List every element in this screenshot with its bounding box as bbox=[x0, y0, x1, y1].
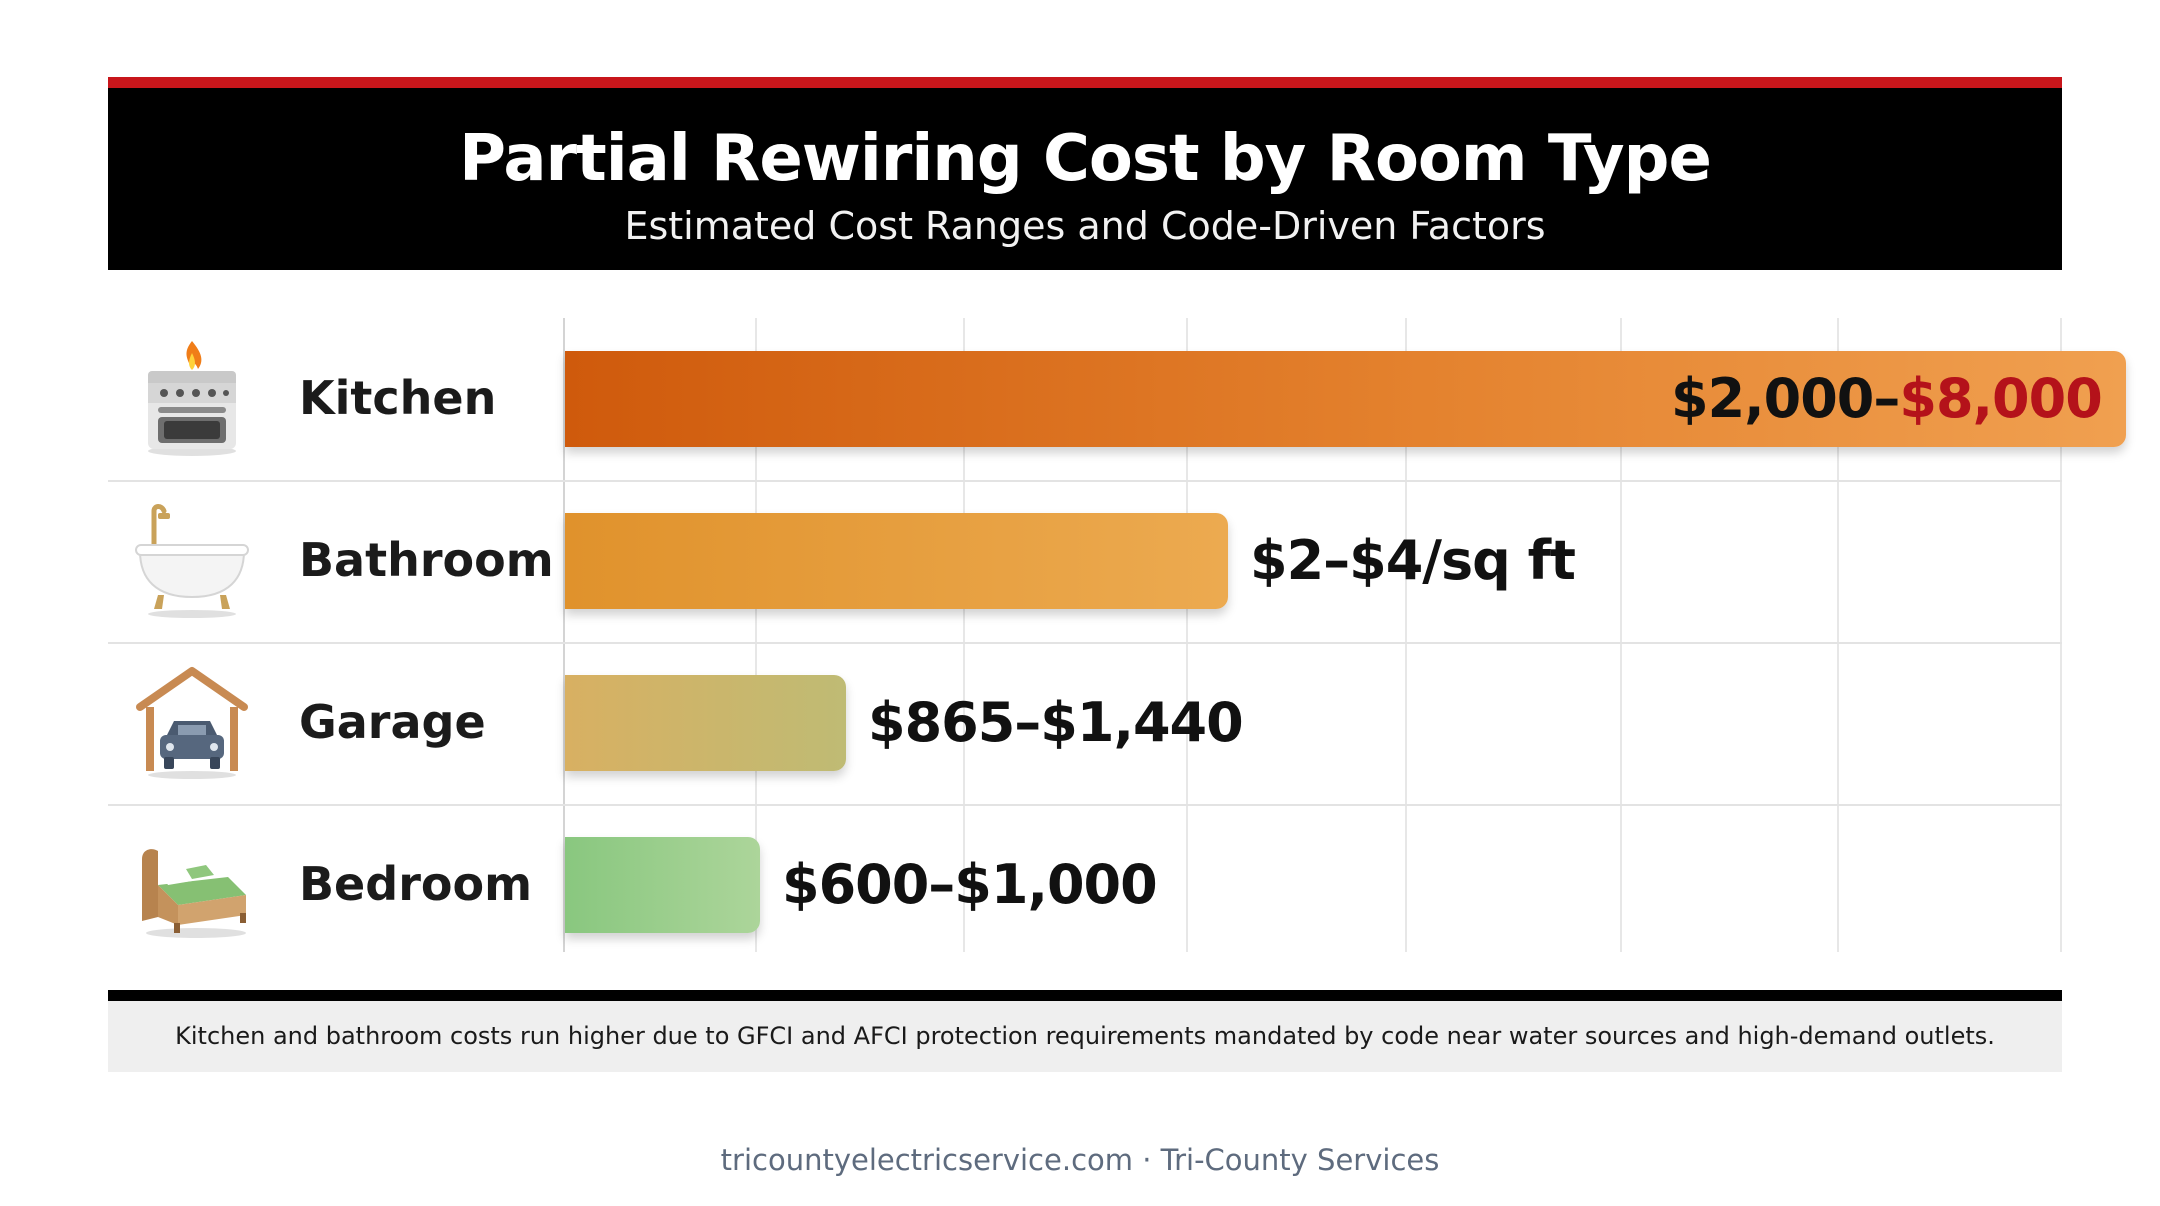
stove-icon bbox=[148, 341, 236, 456]
category-axis-line bbox=[563, 318, 565, 952]
footer-credit: tricountyelectricservice.com · Tri-Count… bbox=[720, 1143, 1440, 1177]
grid-line bbox=[1186, 318, 1188, 952]
grid-line bbox=[1620, 318, 1622, 952]
value-label-low: $600–$1,000 bbox=[782, 853, 1158, 916]
bar-bathroom bbox=[565, 513, 1228, 609]
category-label: Kitchen bbox=[299, 371, 497, 425]
bathtub-icon bbox=[135, 504, 249, 618]
bar-garage bbox=[565, 675, 846, 771]
bar-chart: Kitchen $2,000–$8,000 Bathroom $2–$4/sq … bbox=[108, 318, 2126, 952]
value-label-high: $8,000 bbox=[1899, 367, 2102, 430]
bar-kitchen bbox=[565, 351, 2126, 447]
bar-row-garage: Garage $865–$1,440 bbox=[108, 642, 2062, 804]
value-label-low: $2–$4/sq ft bbox=[1250, 529, 1576, 592]
value-label-low: $2,000– bbox=[1671, 367, 1900, 430]
row-divider bbox=[108, 804, 2062, 806]
bar-bedroom bbox=[565, 837, 760, 933]
category-label: Bedroom bbox=[299, 857, 533, 911]
grid-line bbox=[755, 318, 757, 952]
value-label-bathroom: $2–$4/sq ft bbox=[1250, 529, 1576, 592]
garage-icon bbox=[136, 667, 248, 779]
bar-row-kitchen: Kitchen $2,000–$8,000 bbox=[108, 318, 2126, 480]
row-divider bbox=[108, 642, 2062, 644]
category-label: Bathroom bbox=[299, 533, 554, 587]
category-label: Garage bbox=[299, 695, 486, 749]
chart-title: Partial Rewiring Cost by Room Type bbox=[459, 122, 1712, 196]
value-label-bedroom: $600–$1,000 bbox=[782, 853, 1158, 916]
note-text: Kitchen and bathroom costs run higher du… bbox=[175, 1022, 1995, 1050]
footer-rule bbox=[108, 990, 2062, 1001]
bed-icon bbox=[142, 849, 246, 938]
note-box: Kitchen and bathroom costs run higher du… bbox=[108, 1001, 2062, 1072]
bar-row-bathroom: Bathroom $2–$4/sq ft bbox=[108, 480, 2062, 642]
grid-line bbox=[1405, 318, 1407, 952]
grid-line bbox=[963, 318, 965, 952]
bar-row-bedroom: Bedroom $600–$1,000 bbox=[108, 804, 2062, 966]
chart-subtitle: Estimated Cost Ranges and Code-Driven Fa… bbox=[624, 204, 1546, 248]
value-label-low: $865–$1,440 bbox=[868, 691, 1244, 754]
value-label-kitchen: $2,000–$8,000 bbox=[1671, 367, 2103, 430]
grid-line bbox=[1837, 318, 1839, 952]
chart-header: Partial Rewiring Cost by Room Type Estim… bbox=[108, 77, 2062, 270]
value-label-garage: $865–$1,440 bbox=[868, 691, 1244, 754]
row-divider bbox=[108, 480, 2062, 482]
grid-line bbox=[2060, 318, 2062, 952]
